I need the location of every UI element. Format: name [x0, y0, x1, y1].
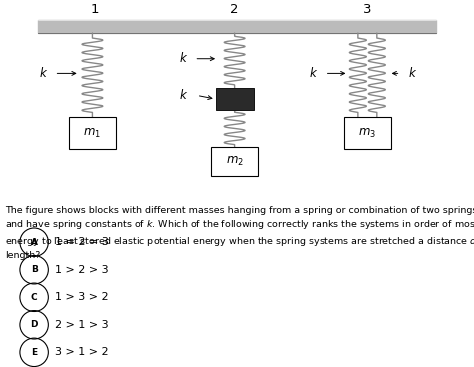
Text: 2: 2 [230, 3, 239, 16]
Text: k: k [39, 67, 46, 80]
Text: 3: 3 [363, 3, 372, 16]
FancyBboxPatch shape [211, 147, 258, 176]
Text: 1 = 2 = 3: 1 = 2 = 3 [55, 237, 109, 247]
Text: k: k [310, 67, 316, 80]
Text: k: k [409, 67, 416, 80]
Text: k: k [179, 89, 186, 102]
Text: A: A [31, 238, 37, 247]
Text: D: D [30, 320, 38, 329]
Text: $m_1$: $m_1$ [83, 127, 101, 139]
Text: C: C [31, 293, 37, 302]
FancyBboxPatch shape [216, 88, 254, 110]
Text: 3 > 1 > 2: 3 > 1 > 2 [55, 347, 108, 357]
Text: k: k [179, 52, 186, 65]
Text: 1: 1 [91, 3, 99, 16]
Text: E: E [31, 348, 37, 357]
Text: B: B [31, 265, 37, 274]
FancyBboxPatch shape [69, 117, 116, 149]
Text: $m_3$: $m_3$ [358, 127, 376, 139]
Bar [38, 20, 436, 33]
Text: 1 > 3 > 2: 1 > 3 > 2 [55, 292, 108, 302]
Text: The figure shows blocks with different masses hanging from a spring or combinati: The figure shows blocks with different m… [5, 206, 474, 259]
Text: 2 > 1 > 3: 2 > 1 > 3 [55, 320, 108, 330]
Text: $m_2$: $m_2$ [226, 155, 244, 168]
FancyBboxPatch shape [344, 117, 391, 149]
Text: 1 > 2 > 3: 1 > 2 > 3 [55, 265, 108, 275]
